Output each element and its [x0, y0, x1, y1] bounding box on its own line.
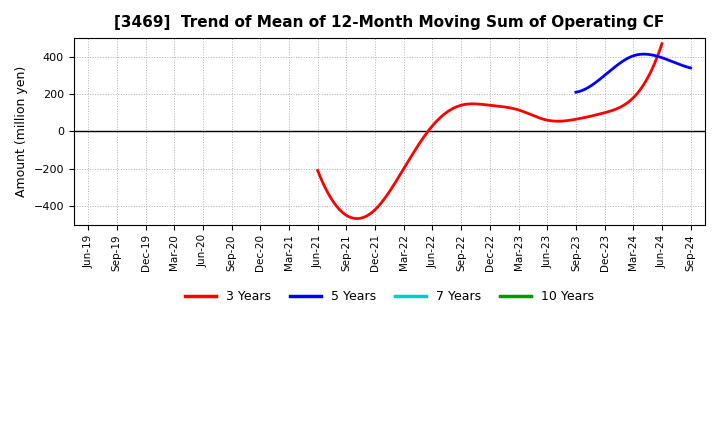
Legend: 3 Years, 5 Years, 7 Years, 10 Years: 3 Years, 5 Years, 7 Years, 10 Years [179, 285, 599, 308]
Title: [3469]  Trend of Mean of 12-Month Moving Sum of Operating CF: [3469] Trend of Mean of 12-Month Moving … [114, 15, 665, 30]
Y-axis label: Amount (million yen): Amount (million yen) [15, 66, 28, 197]
